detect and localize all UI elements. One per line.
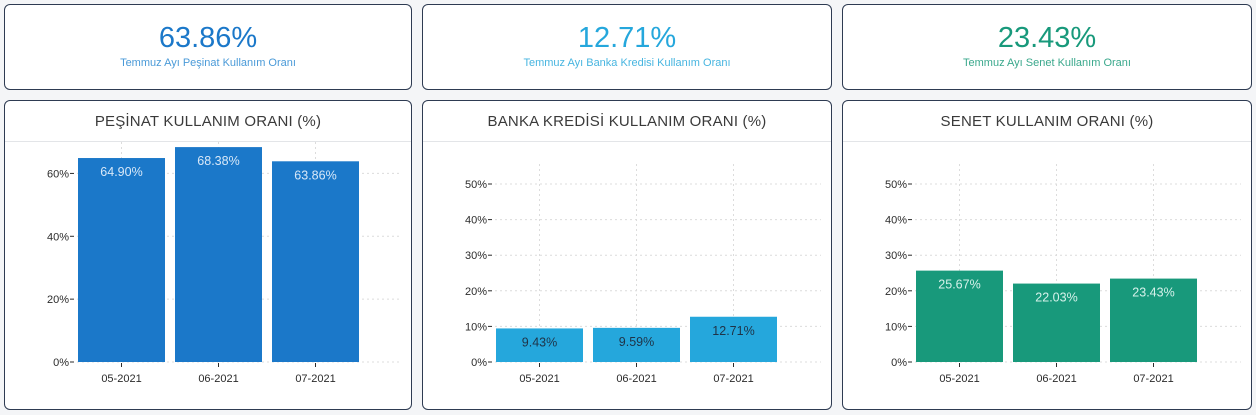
bar [593, 327, 680, 362]
y-tick-label: 0% [471, 357, 487, 369]
kpi-value: 63.86% [158, 22, 258, 54]
y-tick-label: 20% [47, 294, 69, 306]
chart-panel-senet: SENET KULLANIM ORANI (%) 0% 10% 20% 30% … [842, 100, 1252, 410]
kpi-label: Temmuz Ayı Senet Kullanım Oranı [963, 57, 1131, 69]
bar-chart-senet: 0% 10% 20% 30% 40% 50% 25.67% 22.03% 23.43… [885, 164, 1241, 385]
x-tick-label: 07-2021 [713, 373, 753, 385]
x-tick-label: 07-2021 [1133, 373, 1173, 385]
chart-title: SENET KULLANIM ORANI (%) [843, 101, 1251, 142]
y-tick-label: 50% [885, 179, 907, 191]
bar-chart-banka-kredisi: 0% 10% 20% 30% 40% 50% 9.43% 9.59% 12.71% 0… [465, 164, 821, 385]
kpi-card-pesinat: 63.86% Temmuz Ayı Peşinat Kullanım Oranı [4, 4, 412, 90]
y-tick-label: 40% [465, 215, 487, 227]
y-tick-label: 50% [465, 179, 487, 191]
kpi-label: Temmuz Ayı Banka Kredisi Kullanım Oranı [523, 57, 731, 69]
bar-data-label: 12.71% [712, 324, 754, 338]
y-tick-label: 40% [885, 215, 907, 227]
x-tick-label: 06-2021 [1036, 373, 1076, 385]
bar-data-label: 63.86% [294, 168, 336, 182]
y-tick-label: 10% [465, 321, 487, 333]
x-tick-label: 06-2021 [616, 373, 656, 385]
bar-data-label: 22.03% [1035, 291, 1077, 305]
bar [496, 328, 583, 362]
kpi-label: Temmuz Ayı Peşinat Kullanım Oranı [120, 57, 296, 69]
kpi-card-banka-kredisi: 12.71% Temmuz Ayı Banka Kredisi Kullanım… [422, 4, 832, 90]
bar [1013, 283, 1100, 362]
bar [1110, 278, 1197, 362]
bar-data-label: 25.67% [938, 278, 980, 292]
x-tick-label: 05-2021 [939, 373, 979, 385]
kpi-value: 12.71% [577, 22, 677, 54]
y-tick-label: 60% [47, 168, 69, 180]
x-tick-label: 05-2021 [101, 373, 141, 385]
bar [690, 316, 777, 362]
x-tick-label: 07-2021 [295, 373, 335, 385]
bar [78, 158, 165, 362]
y-tick-label: 20% [465, 286, 487, 298]
y-tick-label: 10% [885, 321, 907, 333]
bar-data-label: 64.90% [100, 165, 142, 179]
chart-title: PEŞİNAT KULLANIM ORANI (%) [5, 101, 411, 142]
chart-title: BANKA KREDİSİ KULLANIM ORANI (%) [423, 101, 831, 142]
y-tick-label: 30% [465, 250, 487, 262]
bar-data-label: 9.59% [619, 335, 654, 349]
bar [272, 161, 359, 362]
y-tick-label: 0% [891, 357, 907, 369]
y-tick-label: 0% [53, 357, 69, 369]
bar [916, 270, 1003, 362]
bar-chart-pesinat: 0% 20% 40% 60% 64.90% 68.38% 63.86% 05-2021… [47, 142, 401, 385]
y-tick-label: 30% [885, 250, 907, 262]
chart-panel-banka-kredisi: BANKA KREDİSİ KULLANIM ORANI (%) 0% 10% … [422, 100, 832, 410]
bar-data-label: 68.38% [197, 154, 239, 168]
bar-data-label: 9.43% [522, 335, 557, 349]
y-tick-label: 40% [47, 231, 69, 243]
x-tick-label: 06-2021 [198, 373, 238, 385]
kpi-value: 23.43% [997, 22, 1097, 54]
bar [175, 147, 262, 362]
x-tick-label: 05-2021 [519, 373, 559, 385]
y-tick-label: 20% [885, 286, 907, 298]
kpi-card-senet: 23.43% Temmuz Ayı Senet Kullanım Oranı [842, 4, 1252, 90]
bar-data-label: 23.43% [1132, 286, 1174, 300]
chart-panel-pesinat: PEŞİNAT KULLANIM ORANI (%) 0% 20% 40% 60… [4, 100, 412, 410]
